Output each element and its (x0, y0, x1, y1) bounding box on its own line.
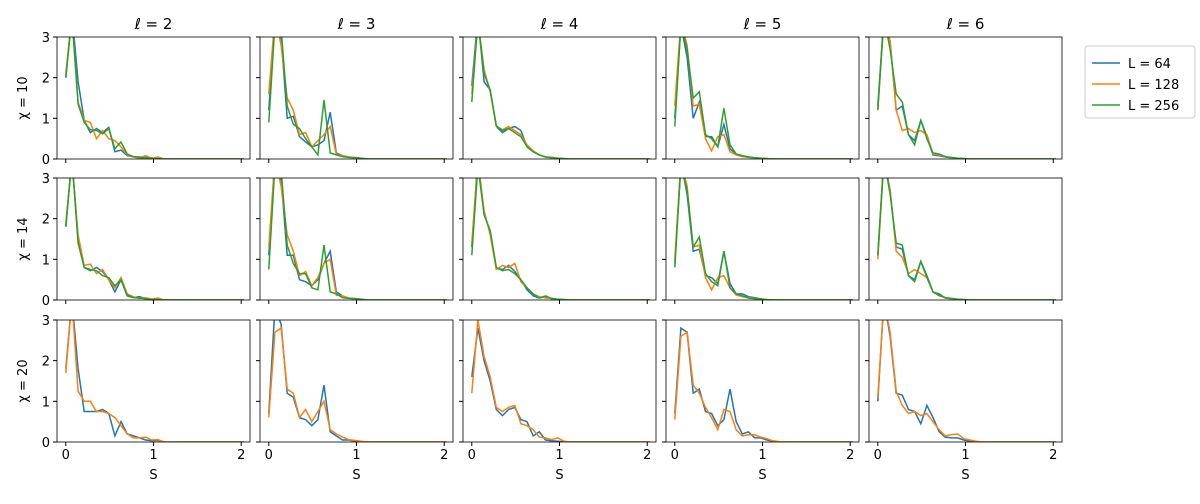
series-line (268, 178, 447, 300)
row-label: χ = 10 (16, 76, 31, 119)
series-line (65, 178, 244, 300)
y-tick-label: 1 (42, 112, 50, 127)
legend-label: L = 256 (1128, 99, 1179, 114)
x-axis-label: S (555, 468, 563, 483)
series-line (268, 37, 447, 159)
x-axis-label: S (758, 468, 766, 483)
legend-box (1084, 45, 1196, 119)
axes-frame (868, 319, 1063, 443)
legend-label: L = 128 (1128, 78, 1179, 93)
x-tick-label: 1 (149, 448, 157, 463)
x-tick-label: 1 (352, 448, 360, 463)
x-axis-label: S (352, 468, 360, 483)
x-tick-label: 0 (671, 448, 679, 463)
series-line (674, 37, 853, 159)
series-line (674, 37, 853, 159)
y-tick-label: 1 (42, 253, 50, 268)
series-line (268, 178, 447, 300)
axes-frame (259, 319, 454, 443)
series-line (877, 178, 1056, 300)
series-line (268, 37, 447, 159)
x-tick-label: 2 (1049, 448, 1057, 463)
axes-frame (56, 319, 251, 443)
y-tick-label: 2 (42, 72, 50, 87)
x-tick-label: 1 (961, 448, 969, 463)
series-line (65, 37, 244, 159)
series-line (877, 320, 1056, 442)
panel-title: ℓ = 6 (946, 15, 985, 33)
series-line (65, 178, 244, 300)
series-line (674, 178, 853, 300)
series-line (674, 326, 853, 442)
series-line (471, 178, 650, 300)
series-line (877, 178, 1056, 300)
series-line (471, 37, 650, 159)
legend-label: L = 64 (1128, 57, 1171, 72)
x-tick-label: 0 (265, 448, 273, 463)
series-line (65, 37, 244, 159)
x-tick-label: 0 (874, 448, 882, 463)
x-tick-label: 2 (643, 448, 651, 463)
axes-frame (665, 177, 860, 301)
series-line (471, 327, 650, 442)
axes-frame (868, 177, 1063, 301)
y-tick-label: 3 (42, 31, 50, 46)
series-line (268, 178, 447, 300)
panel-title: ℓ = 4 (540, 15, 579, 33)
series-line (674, 330, 853, 442)
axes-frame (665, 319, 860, 443)
x-tick-label: 2 (846, 448, 854, 463)
y-tick-label: 2 (42, 355, 50, 370)
series-line (674, 37, 853, 159)
axes-frame (665, 36, 860, 160)
panel-title: ℓ = 3 (337, 15, 376, 33)
series-line (268, 37, 447, 159)
series-line (674, 178, 853, 300)
x-axis-label: S (961, 468, 969, 483)
row-label: χ = 14 (16, 217, 31, 260)
series-line (471, 37, 650, 159)
y-tick-label: 2 (42, 213, 50, 228)
series-line (471, 178, 650, 300)
x-tick-label: 2 (440, 448, 448, 463)
axes-frame (56, 177, 251, 301)
series-line (268, 320, 447, 442)
x-tick-label: 1 (555, 448, 563, 463)
panel-title: ℓ = 5 (743, 15, 782, 33)
x-tick-label: 0 (468, 448, 476, 463)
y-tick-label: 0 (42, 436, 50, 451)
series-line (674, 178, 853, 300)
series-line (65, 320, 244, 442)
series-line (877, 37, 1056, 159)
series-line (877, 37, 1056, 159)
series-line (471, 178, 650, 300)
x-tick-label: 0 (62, 448, 70, 463)
y-tick-label: 0 (42, 153, 50, 168)
series-line (877, 178, 1056, 300)
panel-title: ℓ = 2 (134, 15, 173, 33)
series-line (471, 320, 650, 442)
y-tick-label: 1 (42, 395, 50, 410)
series-line (268, 326, 447, 442)
x-tick-label: 1 (758, 448, 766, 463)
x-tick-label: 2 (237, 448, 245, 463)
series-line (471, 37, 650, 159)
series-line (65, 178, 244, 300)
y-tick-label: 3 (42, 172, 50, 187)
y-tick-label: 0 (42, 294, 50, 309)
axes-frame (462, 319, 657, 443)
series-line (877, 320, 1056, 442)
axes-frame (56, 36, 251, 160)
series-line (877, 37, 1056, 159)
axes-frame (259, 36, 454, 160)
axes-frame (868, 36, 1063, 160)
y-tick-label: 3 (42, 314, 50, 329)
series-line (65, 37, 244, 159)
row-label: χ = 20 (16, 359, 31, 402)
x-axis-label: S (149, 468, 157, 483)
series-line (65, 320, 244, 442)
